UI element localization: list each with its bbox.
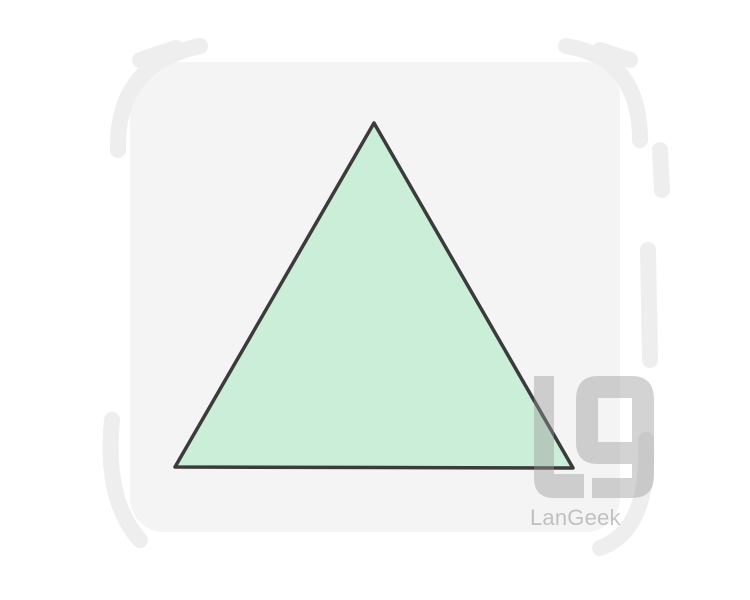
triangle-shape [173,121,575,470]
frame-mark-top-right-short [592,42,638,68]
frame-mark-left [102,412,148,548]
watermark-brand-text: LanGeek [530,505,621,530]
frame-mark-right-small [652,142,670,198]
frame-mark-right [640,242,658,368]
frame-mark-top-left-short [132,40,184,68]
frame-mark-bottom-right [592,432,655,556]
frame-mark-top-right [558,38,648,148]
langeek-logo-icon [534,376,654,498]
